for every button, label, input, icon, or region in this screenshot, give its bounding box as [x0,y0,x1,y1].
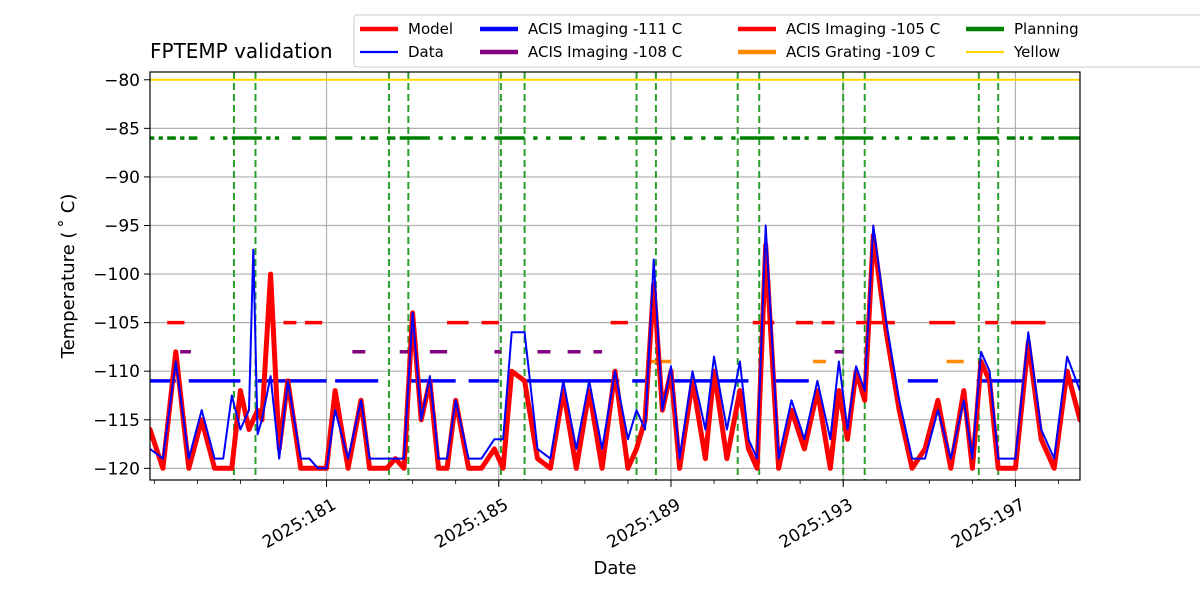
x-tick-label: 2025:185 [432,495,513,553]
y-tick-label: −80 [104,71,140,91]
y-axis-label: Temperature ( ˚ C) [58,194,79,360]
legend-label-model: Model [408,20,453,38]
legend-label-yellow: Yellow [1013,43,1060,61]
y-tick-label: −115 [93,411,140,431]
x-tick-label: 2025:189 [604,495,685,553]
x-axis-label: Date [593,558,636,579]
series-layer [150,78,1080,471]
vertical-markers [232,72,1000,480]
x-tick-label: 2025:193 [776,495,857,553]
y-tick-label: −85 [104,119,140,139]
plot-frame [149,71,1081,481]
chart-title: FPTEMP validation [150,39,333,63]
legend-label-acis-grating-109-c: ACIS Grating -109 C [786,43,935,61]
legend-label-planning: Planning [1014,20,1079,38]
series-group [150,78,1080,471]
legend-label-acis-imaging-105-c: ACIS Imaging -105 C [786,20,940,38]
y-tick-label: −100 [93,265,140,285]
x-tick-label: 2025:197 [948,495,1029,553]
legend-label-acis-imaging-111-c: ACIS Imaging -111 C [528,20,682,38]
x-tick-label: 2025:181 [259,495,340,553]
y-tick-label: −120 [93,459,140,479]
y-tick-label: −90 [104,168,140,188]
legend-label-data: Data [408,43,444,61]
y-tick-label: −110 [93,362,140,382]
legend-label-acis-imaging-108-c: ACIS Imaging -108 C [528,43,682,61]
y-tick-label: −105 [93,314,140,334]
data-series-line [150,224,1080,470]
legend: Model Data ACIS Imaging -111 C ACIS Imaging… [353,14,1200,68]
y-tick-label: −95 [104,216,140,236]
model-series-line [150,232,1080,471]
